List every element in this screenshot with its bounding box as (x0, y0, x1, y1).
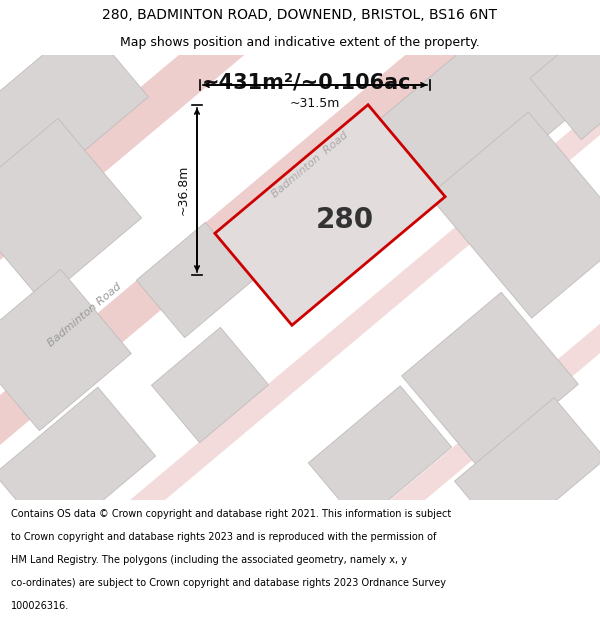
Polygon shape (0, 0, 600, 445)
Text: 280: 280 (316, 206, 374, 234)
Text: Map shows position and indicative extent of the property.: Map shows position and indicative extent… (120, 36, 480, 49)
Text: 100026316.: 100026316. (11, 601, 69, 611)
Polygon shape (0, 118, 142, 302)
Polygon shape (0, 387, 155, 543)
Polygon shape (151, 328, 269, 442)
Text: Contains OS data © Crown copyright and database right 2021. This information is : Contains OS data © Crown copyright and d… (11, 509, 451, 519)
Text: 280, BADMINTON ROAD, DOWNEND, BRISTOL, BS16 6NT: 280, BADMINTON ROAD, DOWNEND, BRISTOL, B… (103, 8, 497, 22)
Text: Badminton  Road: Badminton Road (270, 130, 350, 200)
Polygon shape (375, 0, 600, 215)
Polygon shape (308, 386, 452, 524)
Polygon shape (130, 55, 600, 500)
Text: ~431m²/~0.106ac.: ~431m²/~0.106ac. (202, 72, 419, 92)
Polygon shape (136, 222, 254, 338)
Polygon shape (390, 55, 600, 500)
Text: to Crown copyright and database rights 2023 and is reproduced with the permissio: to Crown copyright and database rights 2… (11, 532, 436, 542)
Text: co-ordinates) are subject to Crown copyright and database rights 2023 Ordnance S: co-ordinates) are subject to Crown copyr… (11, 578, 446, 588)
Polygon shape (401, 292, 578, 468)
Text: ~31.5m: ~31.5m (290, 97, 340, 110)
Polygon shape (0, 269, 131, 431)
Polygon shape (454, 398, 600, 542)
Text: HM Land Registry. The polygons (including the associated geometry, namely x, y: HM Land Registry. The polygons (includin… (11, 555, 407, 565)
Polygon shape (215, 105, 445, 325)
Text: ~36.8m: ~36.8m (177, 165, 190, 215)
Polygon shape (0, 20, 148, 200)
Polygon shape (0, 0, 600, 260)
Text: Badminton Road: Badminton Road (46, 281, 124, 349)
Polygon shape (530, 21, 600, 139)
Polygon shape (429, 112, 600, 318)
